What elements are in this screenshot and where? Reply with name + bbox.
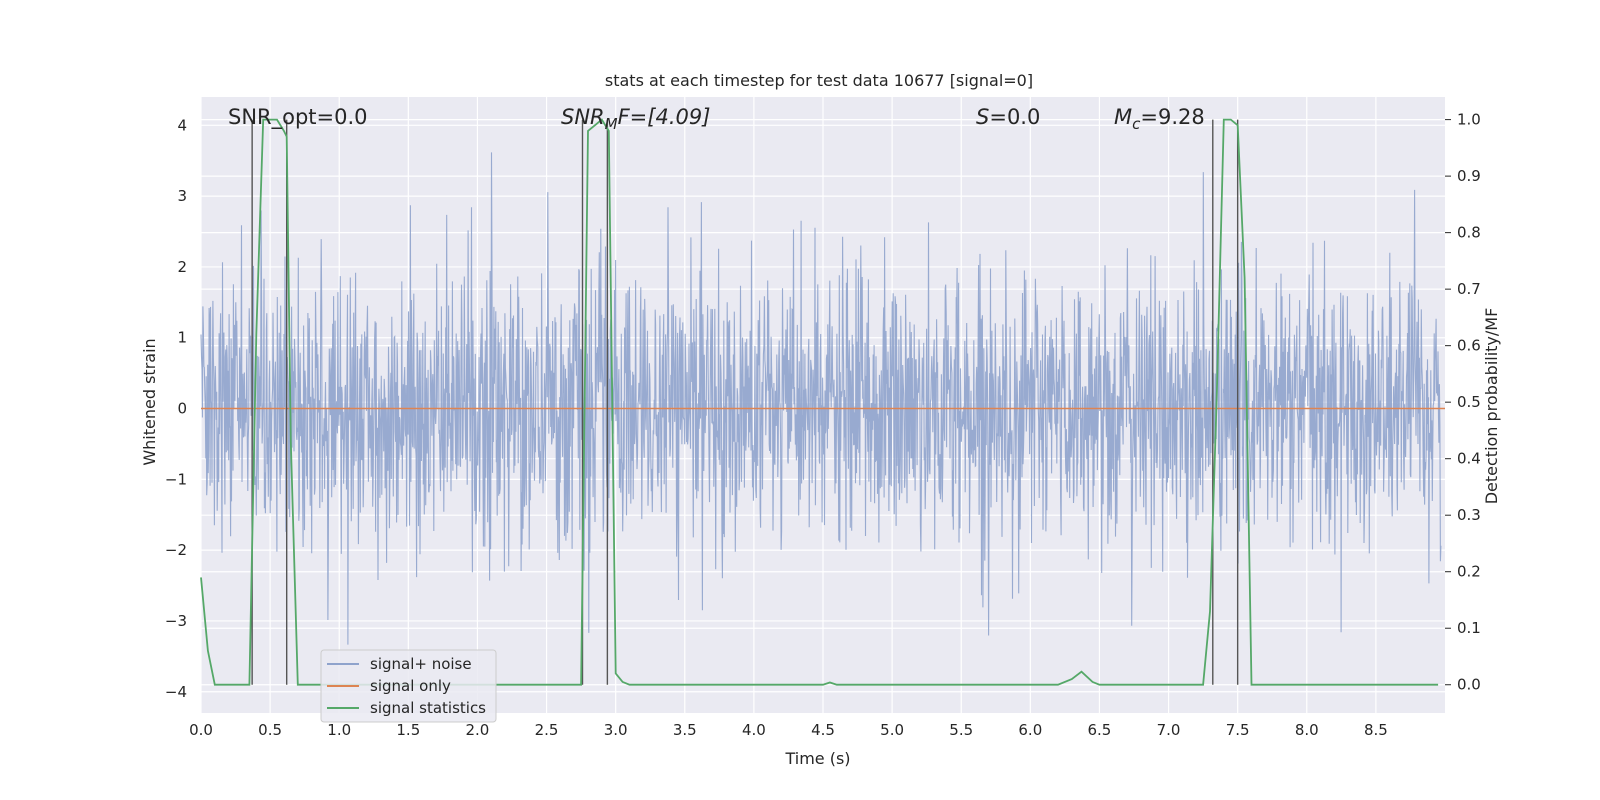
signal-statistics-series xyxy=(200,118,1439,686)
x-tick-label: 6.5 xyxy=(1088,721,1112,739)
x-tick-label: 2.5 xyxy=(535,721,559,739)
signal-noise-line xyxy=(200,152,1442,645)
annotation-mc: Mc=9.28 xyxy=(1114,105,1205,133)
legend-label-signal-only: signal only xyxy=(370,677,451,695)
y-tick-label: −3 xyxy=(165,612,187,630)
y-axis-label: Whitened strain xyxy=(140,338,159,465)
x-tick-label: 3.0 xyxy=(604,721,628,739)
x-tick-label: 8.0 xyxy=(1295,721,1319,739)
x-tick-label: 1.5 xyxy=(396,721,420,739)
x-tick-label: 5.5 xyxy=(949,721,973,739)
mc-rest: =9.28 xyxy=(1140,105,1204,129)
signal-noise-series xyxy=(200,152,1442,645)
chart-title: stats at each timestep for test data 106… xyxy=(605,71,1033,90)
s-rest: =0.0 xyxy=(989,105,1040,129)
x-tick-label: 8.5 xyxy=(1364,721,1388,739)
y2-tick-label: 0.5 xyxy=(1457,393,1481,411)
x-axis-label: Time (s) xyxy=(784,749,850,768)
y2-tick-label: 0.3 xyxy=(1457,506,1481,524)
y2-tick-label: 0.4 xyxy=(1457,450,1481,468)
y2-tick-label: 1.0 xyxy=(1457,111,1481,129)
x-tick-label: 4.5 xyxy=(811,721,835,739)
x-tick-label: 3.5 xyxy=(673,721,697,739)
annotation-s: S=0.0 xyxy=(976,105,1040,129)
y2-tick-label: 0.9 xyxy=(1457,167,1481,185)
snr-mf-rest: F=[4.09] xyxy=(618,105,711,129)
x-tick-label: 7.5 xyxy=(1226,721,1250,739)
legend: signal+ noise signal only signal statist… xyxy=(320,649,497,723)
x-tick-label: 2.0 xyxy=(466,721,490,739)
mc-subscript: c xyxy=(1132,115,1141,133)
x-axis-ticks: 0.0 0.5 1.0 1.5 2.0 2.5 3.0 3.5 4.0 4.5 5.0 5.5 6.0 6… xyxy=(189,721,1388,739)
snr-mf-symbol: SNR xyxy=(561,105,605,129)
y2-tick-label: 0.6 xyxy=(1457,337,1481,355)
y-tick-label: 2 xyxy=(177,258,187,276)
y2-tick-label: 0.1 xyxy=(1457,619,1481,637)
x-tick-label: 1.0 xyxy=(327,721,351,739)
y2-axis-ticks: 1.0 0.9 0.8 0.7 0.6 0.5 0.4 0.3 0.2 0.1 0.0 xyxy=(1445,111,1481,694)
y-tick-label: 3 xyxy=(177,187,187,205)
y2-axis-label: Detection probability/MF xyxy=(1482,308,1501,505)
x-tick-label: 0.0 xyxy=(189,721,213,739)
legend-label-signal-noise: signal+ noise xyxy=(370,655,472,673)
x-tick-label: 7.0 xyxy=(1157,721,1181,739)
snr-mf-subscript: M xyxy=(605,115,618,133)
x-tick-label: 0.5 xyxy=(258,721,282,739)
annotation-snr-opt: SNR_opt=0.0 xyxy=(228,105,368,130)
legend-box xyxy=(320,649,497,723)
y-tick-label: −2 xyxy=(165,541,187,559)
y-tick-label: 0 xyxy=(177,400,187,418)
legend-label-signal-statistics: signal statistics xyxy=(370,699,486,717)
x-tick-label: 4.0 xyxy=(742,721,766,739)
y-tick-label: −1 xyxy=(165,470,187,488)
x-tick-label: 6.0 xyxy=(1018,721,1042,739)
y2-tick-label: 0.7 xyxy=(1457,280,1481,298)
y2-tick-label: 0.2 xyxy=(1457,563,1481,581)
s-symbol: S xyxy=(976,105,989,129)
y-tick-label: 1 xyxy=(177,329,187,347)
y-axis-ticks: 4 3 2 1 0 −1 −2 −3 −4 xyxy=(165,116,187,700)
annotation-snr-mf: SNRMF=[4.09] xyxy=(561,105,710,133)
y-tick-label: 4 xyxy=(177,116,187,134)
mc-symbol: M xyxy=(1114,105,1132,129)
x-tick-label: 5.0 xyxy=(880,721,904,739)
y2-tick-label: 0.0 xyxy=(1457,676,1481,694)
y2-tick-label: 0.8 xyxy=(1457,224,1481,242)
y-tick-label: −4 xyxy=(165,683,187,701)
